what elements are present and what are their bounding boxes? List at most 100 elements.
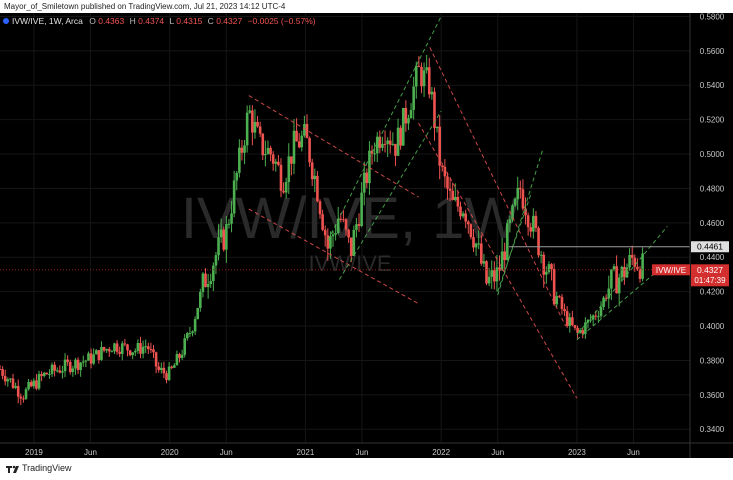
candle-body: [219, 229, 223, 238]
candle-body: [157, 366, 160, 371]
chart-area[interactable]: IVW/IVE, 1W IVW/IVE IVW/IVE, 1W, Arca O …: [0, 12, 733, 458]
candle-body: [495, 267, 499, 282]
candle-body: [180, 354, 184, 358]
candle-body: [628, 255, 631, 268]
footer-brand[interactable]: TradingView: [22, 463, 72, 473]
candle-body: [453, 196, 457, 200]
candle-body: [97, 350, 101, 360]
candle-body: [318, 201, 322, 215]
candle-body: [120, 343, 124, 354]
candle-body: [222, 229, 226, 250]
candle-body: [537, 227, 540, 256]
candle-body: [326, 235, 330, 249]
candle-body: [178, 354, 181, 358]
candle-body: [32, 380, 36, 387]
price-axis[interactable]: 0.5800 0.5600 0.5400 0.5200 0.5000 0.4800 0.46…: [700, 12, 725, 434]
candle-body: [16, 385, 20, 397]
candle-body: [11, 378, 15, 388]
candle-body: [459, 206, 462, 217]
candle-body: [477, 243, 481, 245]
candle-body: [167, 366, 171, 381]
price-tick-label: 0.5000: [700, 150, 725, 159]
candle-body: [357, 224, 361, 226]
candle-body: [113, 343, 116, 352]
candle-body: [545, 271, 548, 275]
candle-body: [84, 360, 88, 362]
candle-body: [35, 380, 38, 389]
candle-body: [199, 291, 202, 308]
candle-body: [469, 224, 473, 238]
candle-body: [427, 67, 431, 95]
candle-body: [240, 147, 244, 153]
candle-body: [373, 153, 376, 155]
legend-l-label: L: [170, 16, 175, 26]
candle-body: [295, 130, 298, 142]
candle-body: [508, 219, 512, 224]
candle-body: [303, 124, 306, 136]
candle-body: [607, 288, 611, 299]
time-tick-label: 2022: [432, 448, 450, 457]
candle-body: [313, 175, 317, 180]
candle-body: [66, 359, 69, 362]
candle-body: [456, 196, 460, 207]
candle-body: [461, 213, 465, 217]
candle-body: [329, 236, 332, 249]
candle-body: [71, 368, 75, 373]
symbol-dot-icon: [3, 18, 9, 24]
candle-body: [217, 237, 220, 256]
candle-body: [63, 359, 67, 372]
candle-body: [617, 277, 621, 294]
candle-body: [92, 354, 95, 364]
candles: [0, 54, 644, 406]
candle-body: [269, 147, 272, 155]
candle-body: [277, 161, 280, 165]
candle-body: [487, 276, 491, 284]
price-tick-label: 0.5200: [700, 116, 725, 125]
candle-body: [547, 264, 551, 272]
candle-body: [466, 221, 470, 225]
candle-body: [612, 266, 616, 270]
candle-body: [310, 162, 314, 180]
candle-body: [388, 140, 392, 145]
candle-body: [381, 143, 384, 148]
candle-body: [552, 269, 556, 305]
candle-body: [560, 296, 564, 310]
price-tick-label: 0.4200: [700, 288, 725, 297]
price-tag-value: 0.4327: [697, 265, 723, 275]
price-tick-label: 0.4600: [700, 219, 725, 228]
time-tick-label: 2020: [161, 448, 179, 457]
candle-body: [6, 379, 10, 382]
candle-body: [225, 224, 228, 250]
candle-body: [79, 362, 82, 370]
candle-body: [245, 112, 249, 146]
candle-body: [323, 229, 327, 236]
candle-body: [443, 166, 447, 177]
candle-body: [615, 266, 618, 294]
candle-body: [165, 373, 168, 381]
candle-body: [383, 143, 387, 145]
candle-body: [253, 121, 257, 133]
candle-body: [292, 130, 296, 164]
candle-body: [308, 138, 311, 163]
candle-body: [14, 385, 17, 388]
candle-body: [214, 255, 218, 266]
candle-body: [412, 86, 415, 110]
candle-body: [602, 297, 605, 307]
candle-body: [105, 349, 108, 351]
candle-body: [279, 164, 283, 191]
candle-body: [448, 188, 452, 191]
candle-body: [375, 136, 379, 154]
candle-body: [61, 371, 64, 373]
level-value: 0.4461: [697, 242, 723, 252]
time-tick-label: 2019: [25, 448, 43, 457]
candle-body: [154, 352, 158, 367]
price-tick-label: 0.3400: [700, 425, 725, 434]
time-axis[interactable]: 2019 Jun 2020 Jun 2021 Jun 2022 Jun 2023 Jun: [25, 448, 640, 457]
candle-body: [27, 382, 30, 390]
candle-body: [386, 140, 389, 144]
candlestick-chart[interactable]: IVW/IVE, 1W IVW/IVE IVW/IVE, 1W, Arca O …: [0, 12, 733, 458]
candle-body: [584, 322, 587, 334]
candle-body: [55, 370, 59, 372]
time-tick-label: Jun: [356, 448, 369, 457]
price-tick-label: 0.3600: [700, 391, 725, 400]
